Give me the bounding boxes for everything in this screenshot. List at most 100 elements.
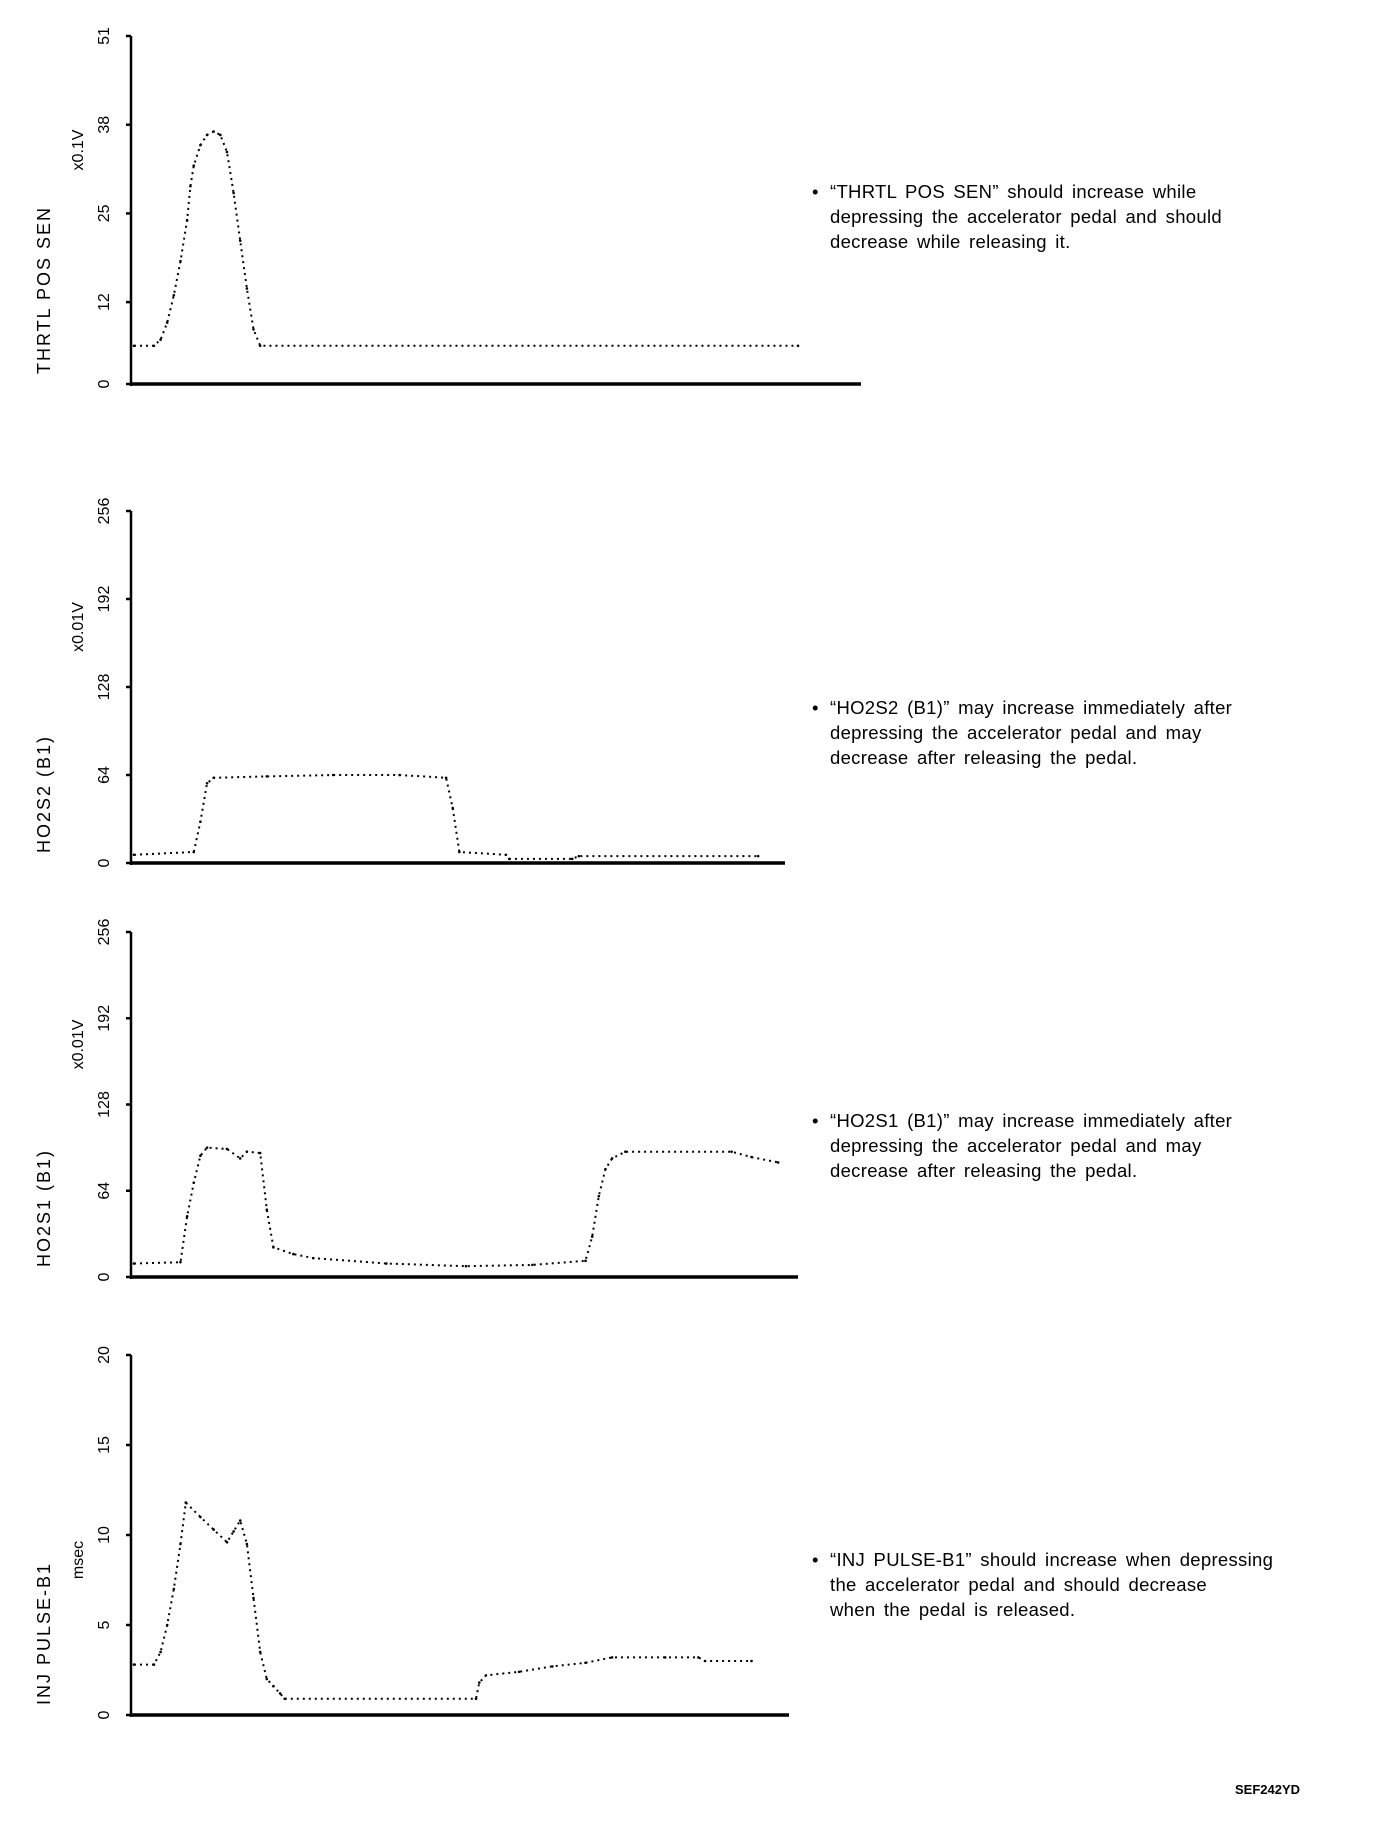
data-point bbox=[132, 853, 136, 857]
data-point bbox=[258, 1151, 262, 1155]
data-point bbox=[225, 1540, 229, 1544]
unit-label: x0.1V bbox=[70, 129, 87, 170]
data-point bbox=[212, 1528, 215, 1531]
data-point bbox=[477, 1681, 481, 1684]
y-tick-label: 64 bbox=[96, 766, 113, 784]
data-point bbox=[152, 344, 156, 348]
data-point bbox=[165, 1623, 169, 1627]
data-point bbox=[179, 259, 182, 263]
y-tick-label: 0 bbox=[96, 379, 113, 388]
series-line bbox=[133, 774, 759, 860]
data-point bbox=[750, 1155, 753, 1159]
data-point bbox=[507, 857, 511, 861]
unit-label: x0.01V bbox=[70, 1019, 87, 1069]
data-point bbox=[132, 1262, 136, 1265]
data-point bbox=[219, 133, 222, 137]
note-text: “INJ PULSE-B1” should increase when depr… bbox=[830, 1549, 1274, 1620]
y-tick-label: 15 bbox=[96, 1436, 113, 1454]
data-point bbox=[185, 1215, 189, 1218]
data-point bbox=[756, 854, 760, 858]
data-point bbox=[504, 853, 508, 857]
data-point bbox=[624, 1150, 627, 1153]
data-point bbox=[225, 1147, 229, 1151]
data-point bbox=[278, 1692, 282, 1695]
data-point bbox=[703, 1659, 707, 1663]
data-point bbox=[610, 1656, 614, 1659]
y-tick-label: 128 bbox=[96, 1091, 113, 1118]
data-point bbox=[474, 1697, 478, 1701]
data-point bbox=[199, 1515, 202, 1519]
data-point bbox=[597, 1194, 601, 1198]
data-point bbox=[205, 1146, 209, 1149]
data-point bbox=[205, 133, 209, 137]
data-point bbox=[238, 1157, 242, 1160]
data-point bbox=[531, 1263, 534, 1267]
data-point bbox=[458, 850, 461, 854]
y-tick-label: 51 bbox=[96, 27, 113, 45]
data-point bbox=[159, 1650, 162, 1654]
y-tick-label: 25 bbox=[96, 204, 113, 222]
data-point bbox=[238, 1519, 242, 1522]
bullet-icon: • bbox=[812, 697, 819, 718]
data-point bbox=[172, 293, 176, 297]
y-tick-label: 12 bbox=[96, 293, 113, 311]
data-point bbox=[192, 850, 196, 854]
y-axis-label: HO2S1 (B1) bbox=[34, 1149, 54, 1267]
y-tick-label: 10 bbox=[96, 1526, 113, 1544]
y-tick-label: 256 bbox=[96, 498, 113, 525]
note-ho2s1: • “HO2S1 (B1)” may increase immediately … bbox=[812, 1108, 1232, 1183]
data-point bbox=[199, 820, 202, 824]
data-point bbox=[245, 287, 249, 290]
data-point bbox=[199, 1154, 202, 1158]
data-point bbox=[159, 338, 162, 341]
data-point bbox=[205, 781, 209, 785]
data-point bbox=[604, 1167, 607, 1171]
data-point bbox=[252, 328, 255, 331]
y-tick-label: 0 bbox=[96, 858, 113, 867]
series-line bbox=[134, 130, 798, 347]
chart-panel-0: 0 12 25 38 51 THRTL POS SEN x0.1V bbox=[34, 27, 861, 388]
data-point bbox=[570, 857, 574, 861]
data-point bbox=[697, 1656, 700, 1659]
data-point bbox=[232, 191, 235, 195]
data-point bbox=[185, 218, 189, 222]
note-thrtl-pos-sen: • “THRTL POS SEN” should increase while … bbox=[812, 179, 1222, 254]
data-point bbox=[484, 1674, 488, 1677]
data-point bbox=[265, 775, 269, 778]
note-text: “HO2S1 (B1)” may increase immediately af… bbox=[830, 1110, 1233, 1181]
data-point bbox=[165, 321, 169, 324]
data-point bbox=[132, 1663, 136, 1666]
y-tick-label: 128 bbox=[96, 674, 113, 701]
data-point bbox=[152, 1663, 156, 1666]
note-text: “HO2S2 (B1)” may increase immediately af… bbox=[830, 697, 1233, 768]
y-tick-label: 192 bbox=[96, 1005, 113, 1032]
y-tick-label: 5 bbox=[96, 1620, 113, 1629]
bullet-icon: • bbox=[812, 1110, 819, 1131]
data-point bbox=[199, 143, 202, 147]
bullet-icon: • bbox=[812, 181, 819, 202]
data-point bbox=[225, 150, 229, 154]
data-point bbox=[265, 1208, 269, 1211]
data-point bbox=[663, 1656, 667, 1659]
data-point bbox=[245, 1542, 249, 1546]
data-point bbox=[238, 239, 242, 243]
y-tick-label: 0 bbox=[96, 1710, 113, 1719]
y-tick-label: 64 bbox=[96, 1182, 113, 1200]
bullet-icon: • bbox=[812, 1549, 819, 1570]
data-point bbox=[192, 164, 196, 167]
data-point bbox=[610, 1157, 614, 1160]
note-inj-pulse: • “INJ PULSE-B1” should increase when de… bbox=[812, 1547, 1273, 1622]
note-text: “THRTL POS SEN” should increase while de… bbox=[830, 181, 1222, 252]
data-point bbox=[584, 1661, 587, 1665]
y-tick-label: 38 bbox=[96, 116, 113, 134]
data-point bbox=[258, 344, 262, 348]
data-point bbox=[730, 1150, 733, 1153]
data-point bbox=[172, 1587, 176, 1591]
data-point bbox=[192, 1181, 196, 1184]
data-point bbox=[444, 776, 448, 780]
series-line bbox=[133, 1146, 779, 1268]
data-point bbox=[212, 776, 215, 780]
data-point bbox=[776, 1161, 780, 1164]
data-point bbox=[132, 344, 136, 348]
data-point bbox=[451, 806, 455, 810]
